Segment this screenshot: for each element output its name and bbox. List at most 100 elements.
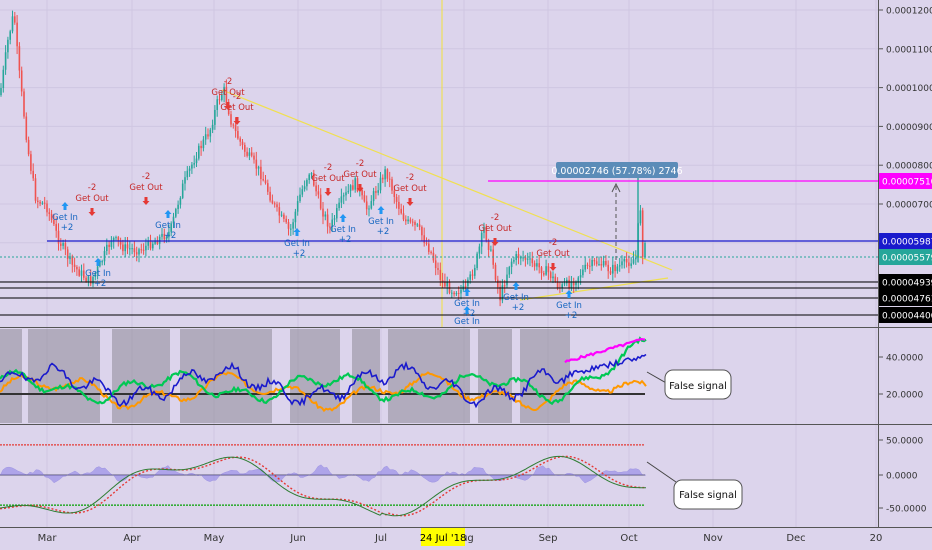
candle	[147, 236, 149, 251]
candle	[112, 236, 115, 249]
false-signal-callout-1: False signal	[646, 369, 732, 400]
price-label-text: 0.00005579	[882, 254, 932, 264]
measure-badge	[556, 162, 678, 178]
candle	[407, 216, 409, 225]
price-label-badge: 0.00005579	[879, 249, 932, 265]
candle	[177, 200, 179, 214]
indicator-pane-2[interactable]	[0, 444, 647, 517]
candle	[181, 179, 184, 200]
candle	[536, 258, 538, 271]
signal-in: Get In+2	[503, 282, 529, 313]
candle	[53, 213, 55, 227]
indicator-pane-1[interactable]	[0, 329, 647, 423]
signal-sub: -2	[233, 92, 241, 102]
candle	[388, 171, 391, 188]
time-tick-label: Apr	[123, 533, 141, 544]
down-arrow-icon	[356, 184, 364, 192]
signal-sub: +2	[463, 309, 476, 319]
candle	[41, 201, 44, 205]
indicator2-tick-label: -50.0000	[886, 505, 927, 515]
candle	[30, 150, 32, 175]
candle	[34, 174, 37, 204]
candle	[593, 257, 596, 266]
candle	[602, 255, 605, 268]
candle	[391, 176, 393, 195]
candle	[400, 203, 402, 215]
candle	[485, 224, 488, 243]
signal-label: Get Out	[393, 184, 427, 194]
candle	[538, 255, 540, 274]
price-label-badge: 0.00004939	[879, 274, 932, 290]
candle	[338, 198, 340, 211]
candle	[322, 202, 324, 225]
candle	[639, 204, 642, 226]
false-signal-callout-2: False signal	[646, 461, 743, 510]
time-tick-label: Sep	[539, 533, 558, 544]
candle	[241, 139, 244, 150]
candle	[294, 208, 297, 229]
down-arrow-icon	[224, 102, 232, 110]
down-arrow-icon	[142, 197, 150, 205]
candle	[441, 272, 444, 288]
candle	[264, 174, 267, 185]
candle	[223, 83, 225, 103]
candle	[561, 281, 563, 292]
candle	[290, 224, 292, 237]
candle	[319, 188, 322, 211]
candle	[533, 260, 536, 271]
indicator2-tick-label: 50.0000	[886, 437, 923, 447]
signal-label: Get In	[52, 213, 78, 223]
candle	[287, 218, 290, 236]
candle	[497, 275, 499, 294]
candle	[271, 194, 274, 205]
candle	[273, 201, 276, 208]
candle	[632, 251, 635, 265]
candle	[451, 289, 453, 299]
signal-label: Get In	[503, 293, 529, 303]
indicator1-tick-label: 40.0000	[886, 354, 923, 364]
up-arrow-icon	[463, 288, 471, 296]
down-arrow-icon	[233, 117, 241, 125]
candle	[501, 279, 504, 304]
candle	[554, 273, 557, 283]
candle	[377, 183, 379, 196]
shaded-band	[180, 329, 272, 423]
signal-sub: +2	[94, 279, 107, 289]
shaded-band	[0, 329, 22, 423]
candle	[27, 136, 30, 157]
candle	[423, 227, 425, 247]
signal-sub: -2	[142, 172, 150, 182]
candle	[283, 212, 285, 223]
candle	[430, 250, 432, 255]
candle	[209, 127, 212, 143]
candle	[453, 291, 455, 297]
candle	[239, 136, 241, 147]
candle	[129, 240, 131, 256]
candle	[483, 222, 485, 239]
measure-arrow	[611, 182, 621, 193]
candle	[73, 257, 76, 273]
candle	[444, 273, 446, 288]
up-arrow-icon	[565, 290, 573, 298]
price-label-badge: 0.00005987	[879, 233, 932, 249]
signal-sub: +2	[61, 223, 74, 233]
candle	[244, 142, 246, 157]
candle	[269, 186, 271, 203]
signal-in: Get In+2	[556, 290, 582, 321]
candle	[543, 270, 545, 277]
signal-in: Get In+2	[155, 210, 181, 241]
candle	[526, 252, 529, 265]
candle	[582, 264, 584, 278]
time-tick-label: 20	[870, 533, 883, 544]
candle	[354, 175, 356, 193]
measure-label: 0.00002746 (57.78%) 2746	[551, 166, 682, 177]
candle	[540, 266, 543, 280]
